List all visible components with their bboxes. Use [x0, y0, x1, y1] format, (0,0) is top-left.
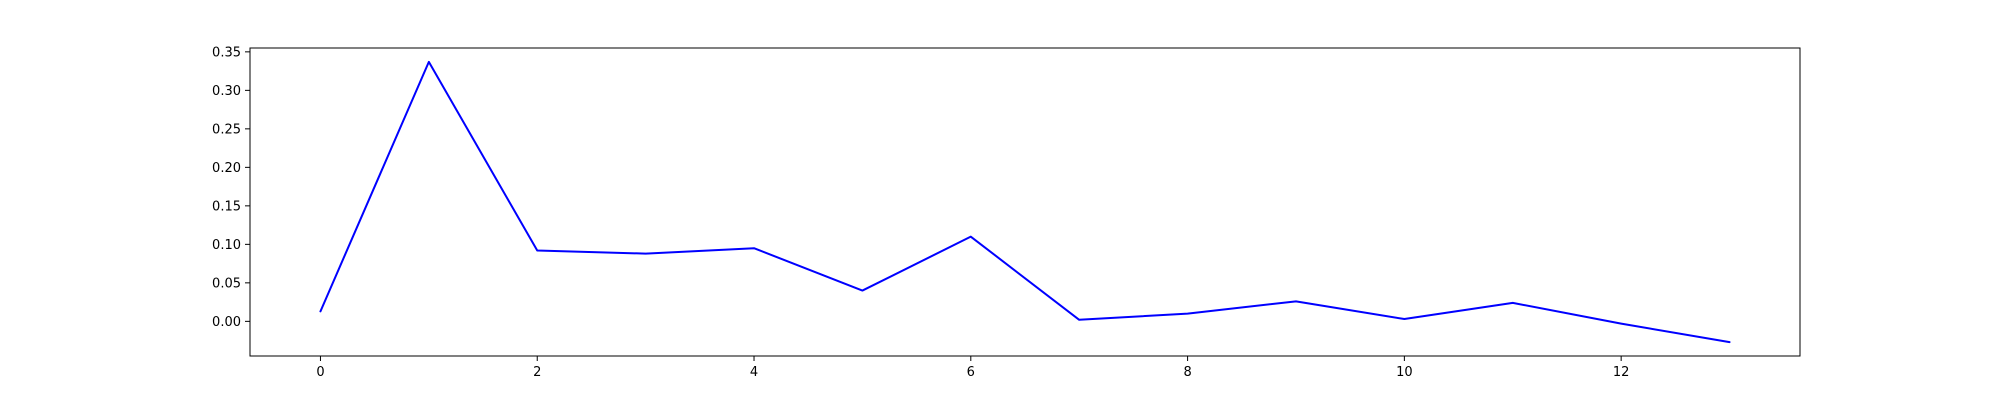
y-tick-label: 0.35 — [212, 45, 241, 60]
x-axis: 0 2 4 6 8 10 12 — [316, 356, 1629, 380]
x-tick-label: 2 — [533, 365, 541, 380]
x-tick-label: 8 — [1183, 365, 1191, 380]
y-axis: 0.00 0.05 0.10 0.15 0.20 0.25 0.30 0.35 — [212, 45, 250, 330]
x-tick-label: 4 — [750, 365, 758, 380]
x-tick-label: 12 — [1613, 365, 1630, 380]
y-tick-label: 0.05 — [212, 276, 241, 291]
y-tick-label: 0.20 — [212, 161, 241, 176]
series-layer — [319, 60, 1731, 344]
y-tick-label: 0.10 — [212, 238, 241, 253]
x-tick-label: 6 — [967, 365, 975, 380]
plot-frame — [249, 47, 1801, 357]
y-tick-label: 0.15 — [212, 199, 241, 214]
y-tick-label: 0.25 — [212, 122, 241, 137]
y-tick-label: 0.00 — [212, 315, 241, 330]
series-line — [319, 60, 1731, 344]
y-tick-label: 0.30 — [212, 84, 241, 99]
x-tick-label: 10 — [1396, 365, 1413, 380]
x-tick-label: 0 — [316, 365, 324, 380]
